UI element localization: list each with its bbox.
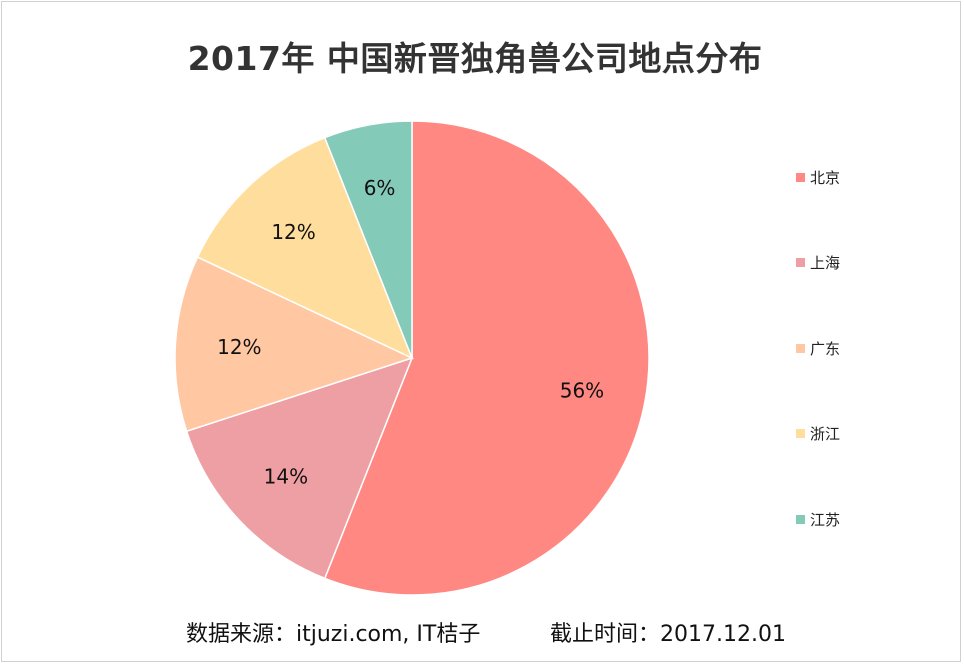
legend-item-4: 浙江 bbox=[796, 423, 840, 445]
slice-label-2: 14% bbox=[264, 464, 308, 488]
pie-slices bbox=[174, 120, 650, 596]
legend-swatch bbox=[796, 343, 805, 353]
legend-swatch bbox=[796, 514, 805, 524]
data-source-note: 数据来源：itjuzi.com, IT桔子 bbox=[186, 622, 481, 647]
pie-slice-5 bbox=[323, 120, 413, 359]
legend-label: 广东 bbox=[810, 339, 841, 358]
legend-label: 上海 bbox=[810, 254, 841, 272]
slice-label-4: 12% bbox=[271, 220, 315, 244]
pie-slice-4 bbox=[196, 136, 414, 360]
legend-item-1: 北京 bbox=[796, 166, 840, 188]
pie-slice-1 bbox=[323, 120, 650, 596]
legend-label: 浙江 bbox=[810, 425, 841, 443]
slice-label-5: 6% bbox=[364, 176, 396, 200]
legend-item-3: 广东 bbox=[796, 337, 840, 359]
legend-swatch bbox=[796, 258, 805, 267]
legend-label: 北京 bbox=[810, 168, 841, 187]
slice-label-3: 12% bbox=[217, 335, 261, 359]
legend-swatch bbox=[796, 429, 805, 438]
legend-label: 江苏 bbox=[810, 510, 841, 529]
slice-label-1: 56% bbox=[560, 378, 604, 402]
chart-title: 2017年 中国新晋独角兽公司地点分布 bbox=[187, 39, 763, 78]
legend-item-5: 江苏 bbox=[796, 508, 840, 530]
pie-slice-3 bbox=[174, 256, 415, 433]
cutoff-date-note: 截止时间：2017.12.01 bbox=[550, 622, 786, 647]
pie-labels: 56% 14% 12% 12% 6% bbox=[217, 176, 604, 488]
legend-item-2: 上海 bbox=[796, 252, 840, 274]
legend-swatch bbox=[796, 172, 805, 182]
